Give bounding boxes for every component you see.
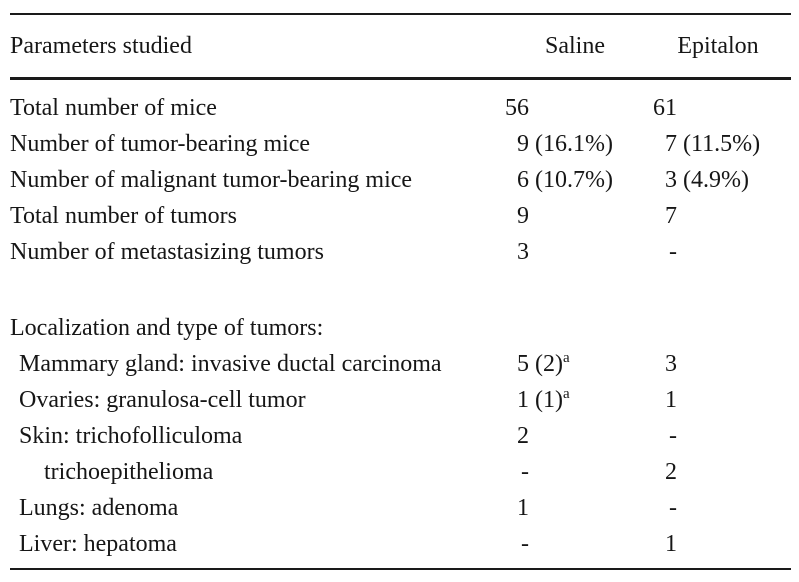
epitalon-value: 1 <box>645 387 791 414</box>
saline-value: 6 (10.7%) <box>505 167 645 194</box>
value-number: 7 <box>665 130 677 157</box>
epitalon-value: - <box>645 495 791 522</box>
row-label: Mammary gland: invasive ductal carcinoma <box>19 350 442 377</box>
value-number: 1 <box>665 386 677 413</box>
epitalon-value: - <box>645 423 791 450</box>
saline-value: 9 <box>505 203 645 230</box>
value-detail: (2) <box>529 350 563 377</box>
row-label: Ovaries: granulosa-cell tumor <box>19 386 306 413</box>
epitalon-value: 7 (11.5%) <box>645 131 791 158</box>
saline-value: 5 (2)a <box>505 349 645 378</box>
value-footnote-marker: a <box>562 385 570 402</box>
table-row: Total number of tumors 9 7 <box>10 198 791 234</box>
table-row: Ovaries: granulosa-cell tumor 1 (1)a 1 <box>10 382 791 418</box>
top-rule <box>10 13 791 15</box>
value-number: 1 <box>517 494 529 521</box>
saline-value: 1 <box>505 495 645 522</box>
saline-value: - <box>505 459 645 486</box>
row-label: Liver: hepatoma <box>19 530 177 557</box>
table-row: Mammary gland: invasive ductal carcinoma… <box>10 346 791 382</box>
epitalon-value: 2 <box>645 459 791 486</box>
saline-value: 1 (1)a <box>505 385 645 414</box>
table-row: Number of metastasizing tumors 3 - <box>10 234 791 270</box>
saline-value: - <box>505 531 645 558</box>
epitalon-value: 61 <box>645 95 791 122</box>
epitalon-value: 1 <box>645 531 791 558</box>
value-number: 1 <box>517 386 529 413</box>
table-row: Skin: trichofolliculoma 2 - <box>10 418 791 454</box>
saline-value: 2 <box>505 423 645 450</box>
value-number: 6 <box>517 166 529 193</box>
value-number: 2 <box>517 422 529 449</box>
row-label: Number of malignant tumor-bearing mice <box>10 166 413 193</box>
value-number: - <box>669 422 677 449</box>
value-number: 1 <box>665 530 677 557</box>
value-number: 61 <box>653 94 677 121</box>
saline-value: 56 <box>505 95 645 122</box>
table-row: Lungs: adenoma 1 - <box>10 490 791 526</box>
value-detail: (4.9%) <box>677 166 749 193</box>
saline-value: 9 (16.1%) <box>505 131 645 158</box>
results-table: Parameters studied Saline Epitalon Total… <box>10 13 791 570</box>
table-row: Number of tumor-bearing mice 9 (16.1%) 7… <box>10 126 791 162</box>
value-number: - <box>669 494 677 521</box>
row-label: Number of tumor-bearing mice <box>10 130 311 157</box>
saline-value: 3 <box>505 239 645 266</box>
section-header-row: Localization and type of tumors: <box>10 310 791 346</box>
value-number: - <box>521 458 529 485</box>
value-number: 9 <box>517 130 529 157</box>
value-number: - <box>669 238 677 265</box>
header-separator-rule <box>10 77 791 80</box>
value-footnote-marker: a <box>562 349 570 366</box>
section-gap <box>10 270 791 310</box>
value-number: 3 <box>665 166 677 193</box>
row-label: Lungs: adenoma <box>19 494 179 521</box>
table-body: Total number of mice 56 61 Number of tum… <box>10 80 791 568</box>
row-label: trichoepithelioma <box>44 458 214 485</box>
value-detail: (10.7%) <box>529 166 613 193</box>
section-header-label: Localization and type of tumors: <box>10 314 324 341</box>
value-number: 7 <box>665 202 677 229</box>
row-label: Total number of tumors <box>10 202 237 229</box>
table-header-row: Parameters studied Saline Epitalon <box>10 15 791 77</box>
table-row: Number of malignant tumor-bearing mice 6… <box>10 162 791 198</box>
value-number: 3 <box>665 350 677 377</box>
header-epitalon: Epitalon <box>677 32 759 59</box>
value-detail: (16.1%) <box>529 130 613 157</box>
row-label: Skin: trichofolliculoma <box>19 422 243 449</box>
value-number: 3 <box>517 238 529 265</box>
epitalon-value: 3 <box>645 351 791 378</box>
row-label: Total number of mice <box>10 94 217 121</box>
value-detail: (11.5%) <box>677 130 761 157</box>
value-detail: (1) <box>529 386 563 413</box>
value-number: - <box>521 530 529 557</box>
table-row: Liver: hepatoma - 1 <box>10 526 791 562</box>
value-number: 9 <box>517 202 529 229</box>
row-label: Number of metastasizing tumors <box>10 238 324 265</box>
bottom-rule <box>10 568 791 570</box>
epitalon-value: 7 <box>645 203 791 230</box>
epitalon-value: 3 (4.9%) <box>645 167 791 194</box>
header-parameters-studied: Parameters studied <box>10 32 192 59</box>
table-row: trichoepithelioma - 2 <box>10 454 791 490</box>
table-row: Total number of mice 56 61 <box>10 90 791 126</box>
epitalon-value: - <box>645 239 791 266</box>
header-saline: Saline <box>545 32 605 59</box>
value-number: 5 <box>517 350 529 377</box>
value-number: 2 <box>665 458 677 485</box>
value-number: 56 <box>505 94 529 121</box>
